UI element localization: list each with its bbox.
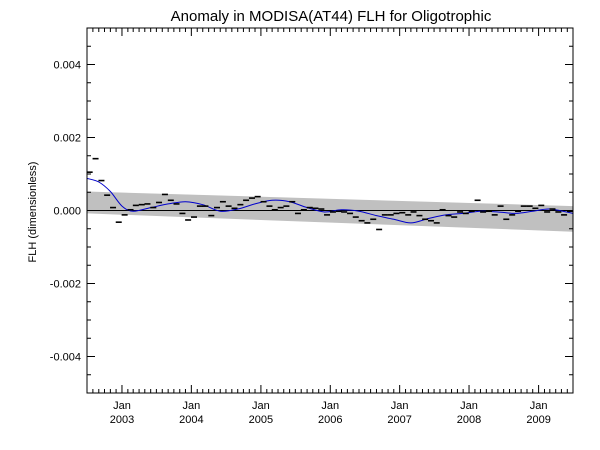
x-tick-label-year: 2007 bbox=[387, 414, 411, 426]
y-tick-label: 0.000 bbox=[53, 206, 81, 218]
y-tick-label: 0.004 bbox=[53, 60, 81, 72]
x-tick-label-year: 2006 bbox=[318, 414, 342, 426]
y-tick-label: -0.002 bbox=[50, 279, 81, 291]
y-tick-label: 0.002 bbox=[53, 133, 81, 145]
y-axis: -0.004 -0.002 0.000 0.002 0.004 bbox=[50, 27, 573, 394]
x-tick-label-month: Jan bbox=[530, 400, 548, 412]
y-tick-label: -0.004 bbox=[50, 352, 81, 364]
plot-content bbox=[87, 157, 573, 232]
x-tick-label-year: 2004 bbox=[179, 414, 203, 426]
x-tick-label-month: Jan bbox=[113, 400, 131, 412]
x-tick-label-year: 2008 bbox=[457, 414, 481, 426]
x-tick-label-year: 2005 bbox=[249, 414, 273, 426]
x-axis: Jan 2003 Jan 2004 Jan 2005 Jan 2006 Jan 2007 Jan 20… bbox=[86, 28, 574, 426]
chart-title: Anomaly in MODISA(AT44) FLH for Oligotro… bbox=[171, 8, 492, 25]
x-tick-label-month: Jan bbox=[252, 400, 270, 412]
x-tick-label-year: 2009 bbox=[526, 414, 550, 426]
x-tick-label-month: Jan bbox=[391, 400, 409, 412]
x-tick-label-month: Jan bbox=[321, 400, 339, 412]
plot-area bbox=[86, 27, 574, 394]
y-axis-label: FLH (dimensionless) bbox=[27, 162, 39, 263]
x-tick-label-month: Jan bbox=[460, 400, 478, 412]
x-tick-label-month: Jan bbox=[182, 400, 200, 412]
x-tick-label-year: 2003 bbox=[110, 414, 134, 426]
